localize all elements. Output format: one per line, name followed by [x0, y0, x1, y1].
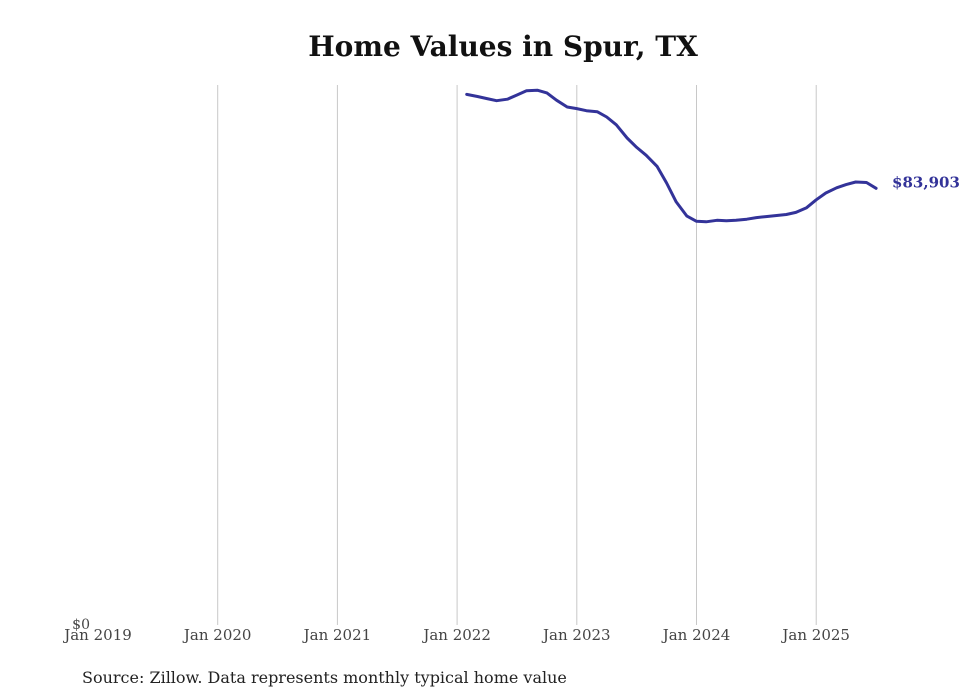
x-tick-label: Jan 2023: [541, 626, 611, 644]
source-note: Source: Zillow. Data represents monthly …: [82, 668, 567, 687]
x-tick-label: Jan 2025: [780, 626, 850, 644]
y-axis-tick-label: $0: [72, 617, 90, 633]
x-tick-label: Jan 2024: [661, 626, 731, 644]
end-value-label: $83,903: [892, 173, 960, 191]
x-axis-tick-labels: Jan 2019 Jan 2020 Jan 2021 Jan 2022 Jan 2023…: [62, 626, 850, 644]
x-tick-label: Jan 2020: [182, 626, 252, 644]
gridlines: [217, 85, 817, 625]
x-tick-label: Jan 2021: [302, 626, 372, 644]
x-tick-label: Jan 2019: [62, 626, 132, 644]
series-line: [465, 88, 878, 224]
chart-title: Home Values in Spur, TX: [308, 30, 698, 63]
x-tick-label: Jan 2022: [421, 626, 491, 644]
